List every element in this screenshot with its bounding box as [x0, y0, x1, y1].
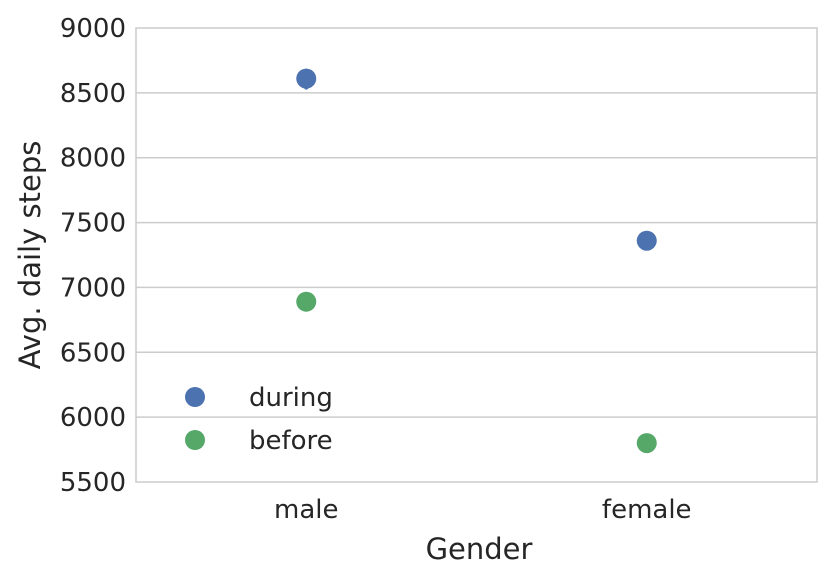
- data-points: [296, 68, 657, 454]
- legend: during before: [185, 383, 333, 456]
- y-tick-label: 8500: [60, 79, 126, 109]
- legend-marker-during: [185, 387, 205, 407]
- y-axis-title: Avg. daily steps: [13, 141, 47, 370]
- y-tick-label: 7500: [60, 209, 126, 239]
- y-gridlines: [136, 92, 817, 418]
- data-point-before: [296, 291, 317, 312]
- y-tick-label: 6000: [60, 403, 126, 433]
- x-tick-labels: male female: [274, 495, 692, 525]
- x-axis-title: Gender: [426, 532, 533, 566]
- x-tick-label: female: [602, 495, 692, 525]
- y-tick-label: 9000: [60, 14, 126, 44]
- legend-label-before: before: [249, 426, 333, 456]
- y-tick-label: 7000: [60, 273, 126, 303]
- y-tick-label: 8000: [60, 144, 126, 174]
- data-point-during: [296, 68, 317, 89]
- legend-marker-before: [185, 430, 205, 450]
- x-tick-label: male: [274, 495, 338, 525]
- y-tick-label: 5500: [60, 468, 126, 498]
- data-point-during: [636, 230, 657, 251]
- data-point-before: [636, 433, 657, 454]
- y-tick-label: 6500: [60, 338, 126, 368]
- plot-background: [135, 27, 818, 483]
- y-tick-labels: 5500 6000 6500 7000 7500 8000 8500 9000: [60, 14, 126, 498]
- legend-label-during: during: [249, 383, 333, 413]
